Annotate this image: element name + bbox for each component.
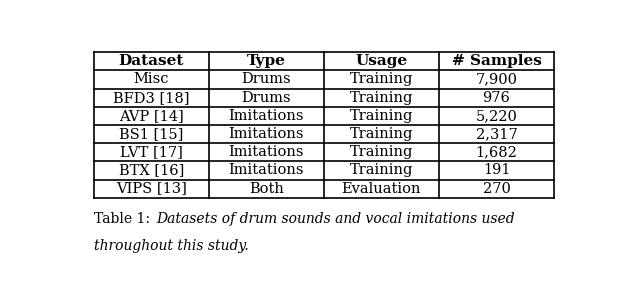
- Text: 191: 191: [483, 164, 510, 177]
- Text: Evaluation: Evaluation: [342, 182, 421, 196]
- Text: 5,220: 5,220: [476, 109, 518, 123]
- Text: Dataset: Dataset: [119, 54, 184, 68]
- Text: Table 1:: Table 1:: [94, 212, 159, 226]
- Text: 976: 976: [483, 91, 511, 105]
- Text: Training: Training: [349, 164, 413, 177]
- Text: AVP [14]: AVP [14]: [119, 109, 184, 123]
- Text: 1,682: 1,682: [476, 145, 518, 159]
- Text: Usage: Usage: [355, 54, 408, 68]
- Text: BS1 [15]: BS1 [15]: [119, 127, 183, 141]
- Text: Imitations: Imitations: [229, 145, 304, 159]
- Text: Imitations: Imitations: [229, 127, 304, 141]
- Text: Datasets of drum sounds and vocal imitations used: Datasets of drum sounds and vocal imitat…: [157, 212, 515, 226]
- Text: Drums: Drums: [241, 91, 291, 105]
- Text: Training: Training: [349, 73, 413, 86]
- Text: Misc: Misc: [133, 73, 169, 86]
- Text: BTX [16]: BTX [16]: [119, 164, 184, 177]
- Text: Imitations: Imitations: [229, 164, 304, 177]
- Text: Training: Training: [349, 91, 413, 105]
- Text: Type: Type: [247, 54, 286, 68]
- Text: Both: Both: [249, 182, 284, 196]
- Text: 2,317: 2,317: [476, 127, 518, 141]
- Text: Training: Training: [349, 109, 413, 123]
- Text: 7,900: 7,900: [475, 73, 518, 86]
- Text: LVT [17]: LVT [17]: [120, 145, 183, 159]
- Text: 270: 270: [483, 182, 511, 196]
- Text: Imitations: Imitations: [229, 109, 304, 123]
- Text: throughout this study.: throughout this study.: [94, 239, 248, 253]
- Text: Training: Training: [349, 145, 413, 159]
- Text: # Samples: # Samples: [452, 54, 542, 68]
- Text: Drums: Drums: [241, 73, 291, 86]
- Text: VIPS [13]: VIPS [13]: [116, 182, 186, 196]
- Text: BFD3 [18]: BFD3 [18]: [113, 91, 190, 105]
- Text: Training: Training: [349, 127, 413, 141]
